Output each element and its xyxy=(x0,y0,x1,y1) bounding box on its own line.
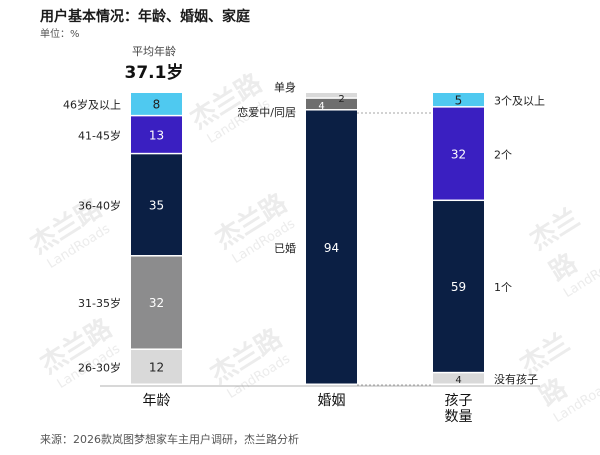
data-label: 35 xyxy=(149,198,164,212)
segment-label: 31-35岁 xyxy=(78,296,121,310)
bar-name-label: 数量 xyxy=(445,409,473,425)
data-label: 4 xyxy=(455,375,461,386)
data-label: 32 xyxy=(451,147,466,161)
bar-segment xyxy=(131,154,182,256)
segment-label: 1个 xyxy=(494,281,512,294)
data-label: 8 xyxy=(153,98,161,112)
bar-segment xyxy=(306,98,357,110)
bar-segment xyxy=(433,201,484,372)
segment-label: 单身 xyxy=(274,80,296,94)
chart-title: 用户基本情况：年龄、婚姻、家庭 xyxy=(40,9,250,25)
segment-label: 41-45岁 xyxy=(78,128,121,142)
segment-label: 没有孩子 xyxy=(494,372,538,386)
segment-label: 26-30岁 xyxy=(78,360,121,374)
data-label: 13 xyxy=(149,128,164,142)
segment-label: 恋爱中/同居 xyxy=(237,105,296,119)
bar-segment xyxy=(433,93,484,107)
data-label: 59 xyxy=(451,280,466,294)
data-label: 12 xyxy=(149,360,164,374)
bar-name-label: 孩子 xyxy=(445,393,473,409)
bar-segment xyxy=(131,116,182,153)
bar-segment xyxy=(433,373,484,384)
bar-segment xyxy=(306,93,357,98)
data-label: 94 xyxy=(324,241,339,255)
segment-label: 46岁及以上 xyxy=(63,98,121,112)
bar-segment xyxy=(433,107,484,200)
segment-label: 3个及以上 xyxy=(494,94,545,107)
avg-age-value: 37.1岁 xyxy=(124,63,184,83)
source-note: 来源：2026款岚图梦想家车主用户调研，杰兰路分析 xyxy=(40,433,299,446)
bar-segment xyxy=(131,93,182,115)
data-label: 5 xyxy=(455,93,463,107)
bar-name-label: 年龄 xyxy=(143,393,171,409)
bar-segment xyxy=(131,256,182,349)
bar-segment xyxy=(131,349,182,384)
data-label: 2 xyxy=(338,94,344,105)
avg-age-label: 平均年龄 xyxy=(132,45,176,58)
segment-label: 36-40岁 xyxy=(78,198,121,212)
bar-segment xyxy=(306,110,357,384)
bar-name-label: 婚姻 xyxy=(318,393,346,409)
segment-label: 已婚 xyxy=(274,241,296,255)
segment-label: 2个 xyxy=(494,148,512,161)
data-label: 4 xyxy=(318,101,324,112)
unit-label: 单位：% xyxy=(40,29,80,40)
data-label: 32 xyxy=(149,296,164,310)
